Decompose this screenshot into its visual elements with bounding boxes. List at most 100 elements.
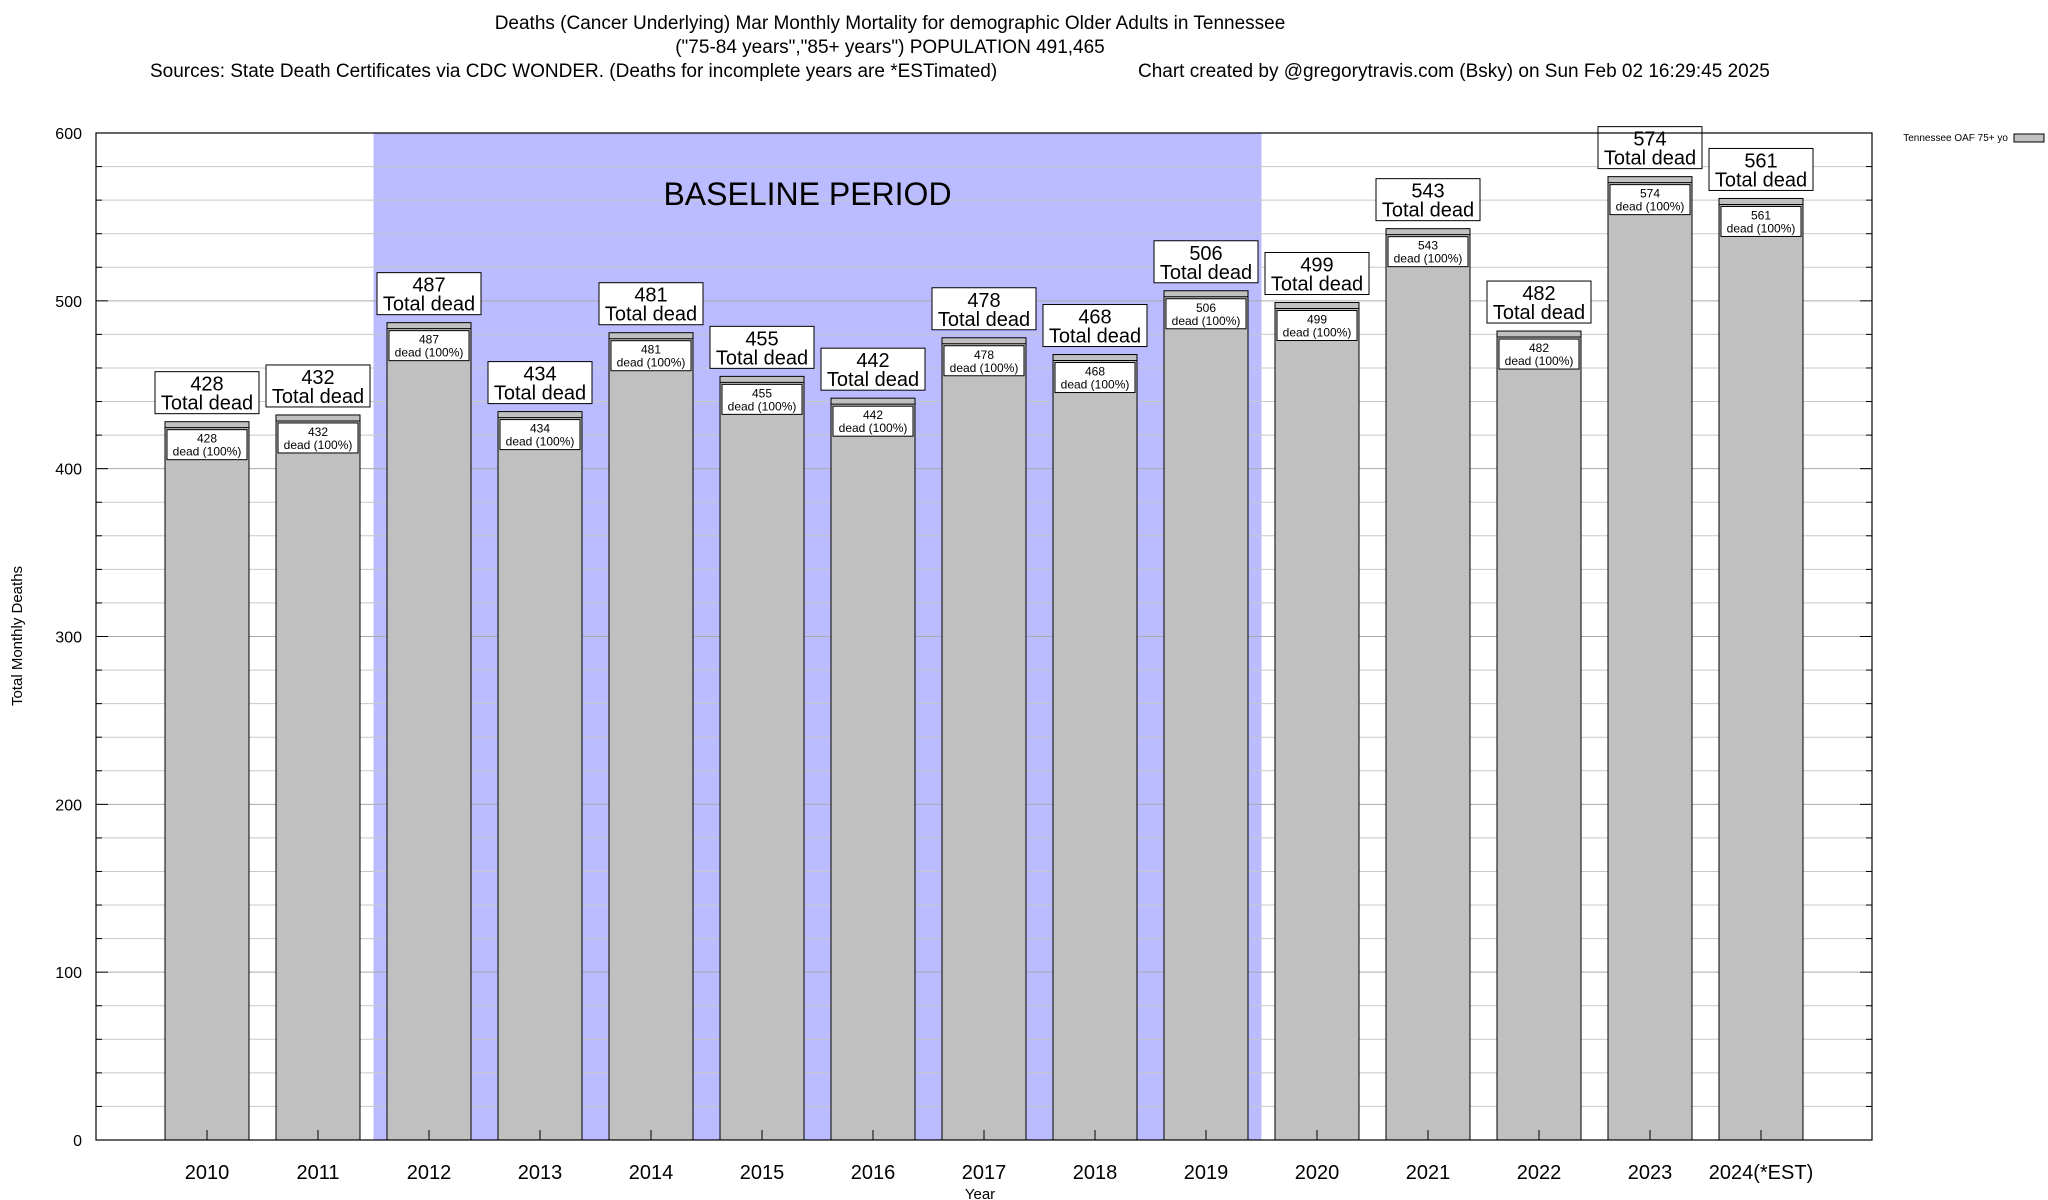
total-value-label: 499 [1300,255,1333,277]
chart-source-row: Sources: State Death Certificates via CD… [0,60,1780,84]
total-value-label: 543 [1411,181,1444,203]
total-value-label: 442 [856,350,889,372]
total-value-label: 481 [634,285,667,307]
total-value-label: 434 [523,364,556,386]
legend-label: Tennessee OAF 75+ yo [1903,133,2008,144]
total-text-label: Total dead [938,309,1030,331]
x-tick-label: 2011 [296,1162,339,1184]
bar [1274,302,1360,1141]
inner-percent-label: dead (100%) [1505,354,1574,368]
total-text-label: Total dead [272,386,364,408]
bar [1607,176,1693,1141]
inner-percent-label: dead (100%) [1394,252,1463,266]
inner-value-label: 478 [974,348,994,362]
bar [497,411,583,1141]
inner-value-label: 432 [308,425,328,439]
x-tick-label: 2015 [740,1162,785,1184]
inner-value-label: 543 [1418,239,1438,253]
total-text-label: Total dead [1160,262,1252,284]
total-label-box [1153,240,1259,284]
inner-percent-label: dead (100%) [506,435,575,449]
chart-credit: Chart created by @gregorytravis.com (Bsk… [1138,61,1770,82]
plot-frame [95,132,1873,1141]
total-value-label: 455 [745,328,778,350]
total-text-label: Total dead [161,393,253,415]
inner-value-label: 561 [1751,208,1771,222]
total-label-box [931,287,1037,331]
legend-swatch [2013,133,2045,143]
inner-percent-label: dead (100%) [1172,314,1241,328]
x-tick-label: 2010 [185,1162,230,1184]
total-label-box [1486,280,1592,324]
inner-label-box [277,422,359,454]
inner-percent-label: dead (100%) [284,438,353,452]
total-label-box [1375,178,1481,222]
inner-percent-label: dead (100%) [1727,221,1796,235]
total-text-label: Total dead [1049,326,1141,348]
bar [275,414,361,1141]
total-text-label: Total dead [1271,274,1363,296]
x-tick-label: 2012 [407,1162,452,1184]
y-tick-label: 400 [55,462,82,479]
total-value-label: 487 [412,275,445,297]
inner-label-box [1165,298,1247,330]
total-value-label: 506 [1189,243,1222,265]
bar [1052,354,1138,1141]
bar [830,397,916,1141]
inner-label-box [943,345,1025,377]
chart-title-block: Deaths (Cancer Underlying) Mar Monthly M… [0,12,1780,84]
total-label-box [820,347,926,391]
total-text-label: Total dead [716,347,808,369]
y-tick-label: 0 [73,1133,82,1150]
bar [1385,228,1471,1141]
total-value-label: 482 [1522,283,1555,305]
inner-value-label: 499 [1307,313,1327,327]
chart-sources: Sources: State Death Certificates via CD… [150,61,998,82]
total-label-box [265,364,371,408]
chart-subtitle: ("75-84 years","85+ years") POPULATION 4… [675,37,1105,58]
y-tick-label: 300 [55,630,82,647]
total-label-box [1597,126,1703,170]
inner-percent-label: dead (100%) [617,356,686,370]
total-value-label: 561 [1744,150,1777,172]
inner-value-label: 455 [752,386,772,400]
baseline-label: BASELINE PERIOD [663,176,951,212]
bar [719,375,805,1141]
total-label-box [598,282,704,326]
total-label-box [709,325,815,369]
x-tick-label: 2022 [1517,1162,1562,1184]
total-label-box [487,361,593,405]
bar [164,421,250,1141]
total-label-box [1264,252,1370,296]
inner-percent-label: dead (100%) [395,346,464,360]
total-text-label: Total dead [1493,302,1585,324]
x-tick-label: 2017 [962,1162,1007,1184]
inner-value-label: 468 [1085,365,1105,379]
x-tick-label: 2023 [1628,1162,1673,1184]
x-tick-label: 2014 [629,1162,674,1184]
inner-percent-label: dead (100%) [1061,378,1130,392]
x-tick-label: 2024(*EST) [1709,1162,1814,1184]
total-label-box [154,371,260,415]
bar [1718,197,1804,1141]
inner-label-box [388,330,470,362]
inner-percent-label: dead (100%) [173,445,242,459]
inner-value-label: 481 [641,343,661,357]
total-label-box [1042,304,1148,348]
x-axis-label: Year [965,1186,995,1200]
inner-value-label: 434 [530,422,550,436]
total-label-box [1708,147,1814,191]
total-text-label: Total dead [494,383,586,405]
x-tick-label: 2021 [1406,1162,1451,1184]
bar [941,337,1027,1141]
x-tick-label: 2013 [518,1162,563,1184]
total-text-label: Total dead [383,294,475,316]
total-value-label: 468 [1078,307,1111,329]
inner-percent-label: dead (100%) [1283,326,1352,340]
inner-value-label: 574 [1640,187,1660,201]
inner-percent-label: dead (100%) [1616,200,1685,214]
x-tick-label: 2019 [1184,1162,1229,1184]
bar [1163,290,1249,1141]
x-tick-label: 2020 [1295,1162,1340,1184]
inner-percent-label: dead (100%) [728,399,797,413]
